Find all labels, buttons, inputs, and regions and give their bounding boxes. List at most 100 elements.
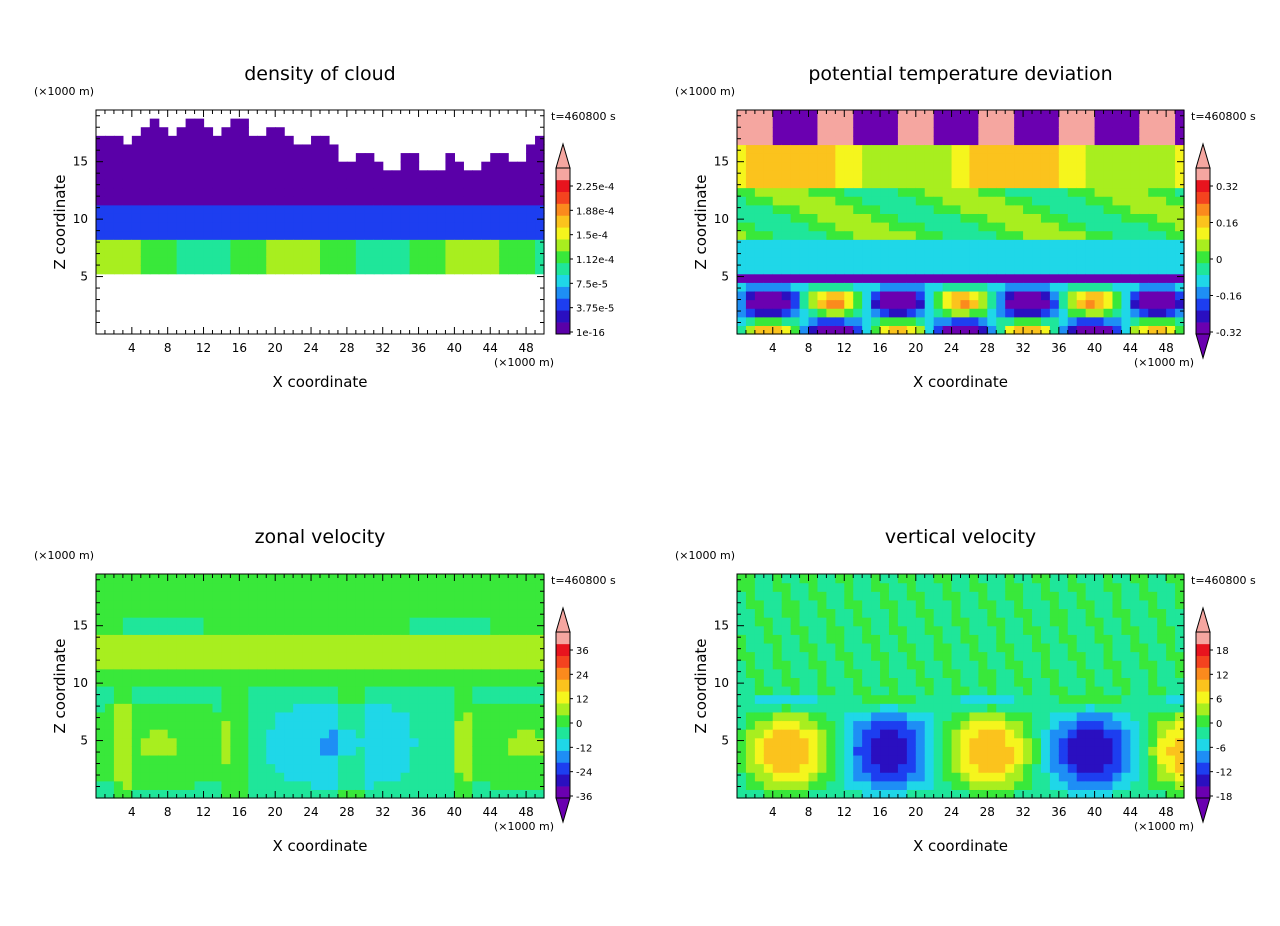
field-cell: [1148, 325, 1158, 335]
field-cell: [888, 265, 899, 275]
field-cell: [275, 754, 285, 765]
field-cell: [862, 780, 872, 790]
field-cell: [221, 222, 231, 232]
field-cell: [104, 686, 115, 696]
field-cell: [871, 651, 881, 661]
field-cell: [835, 591, 845, 601]
field-cell: [960, 711, 971, 722]
x-tick-label: 24: [944, 341, 959, 355]
field-cell: [454, 247, 464, 258]
field-cell: [853, 325, 863, 335]
field-cell: [1157, 118, 1167, 128]
field-cell: [1175, 282, 1185, 292]
field-cell: [436, 196, 447, 206]
field-cell: [203, 763, 214, 773]
field-cell: [871, 608, 881, 618]
field-cell: [418, 642, 429, 653]
field-cell: [203, 617, 214, 627]
field-cell: [1121, 153, 1131, 163]
field-cell: [122, 711, 133, 722]
field-cell: [1049, 703, 1060, 713]
field-cell: [906, 668, 917, 678]
field-cell: [862, 720, 872, 730]
field-cell: [230, 651, 240, 661]
field-cell: [239, 746, 249, 756]
field-cell: [427, 763, 438, 773]
field-cell: [1032, 720, 1042, 730]
field-cell: [373, 737, 384, 747]
field-cell: [772, 789, 783, 799]
field-cell: [257, 668, 267, 678]
field-cell: [790, 316, 801, 326]
field-cell: [203, 737, 214, 747]
field-cell: [996, 617, 1006, 627]
field-cell: [221, 144, 231, 154]
field-cell: [1085, 273, 1096, 283]
field-cell: [463, 780, 473, 790]
field-cell: [772, 196, 783, 206]
field-cell: [1094, 135, 1105, 146]
field-cell: [418, 196, 429, 206]
field-cell: [284, 247, 294, 258]
field-cell: [328, 737, 339, 747]
field-cell: [230, 187, 240, 197]
field-cell: [454, 772, 464, 782]
field-cell: [1023, 299, 1033, 309]
field-cell: [906, 754, 917, 765]
field-cell: [1067, 299, 1078, 309]
field-cell: [897, 144, 908, 154]
field-cell: [248, 599, 258, 610]
field-cell: [933, 230, 944, 240]
field-cell: [933, 256, 944, 266]
field-cell: [508, 178, 518, 189]
field-cell: [754, 222, 765, 232]
field-cell: [924, 196, 935, 206]
field-cell: [978, 599, 988, 610]
field-cell: [844, 230, 854, 240]
field-cell: [862, 582, 872, 592]
field-cell: [382, 170, 393, 180]
field-cell: [185, 694, 196, 704]
field-cell: [472, 780, 482, 790]
field-cell: [969, 204, 979, 214]
field-cell: [996, 694, 1006, 704]
field-cell: [853, 178, 863, 189]
field-cell: [176, 703, 187, 713]
field-cell: [526, 582, 536, 592]
field-cell: [951, 256, 962, 266]
field-cell: [772, 737, 783, 747]
field-cell: [436, 574, 447, 584]
field-cell: [158, 144, 169, 154]
field-cell: [230, 763, 240, 773]
field-cell: [808, 608, 819, 618]
field-cell: [1112, 265, 1123, 275]
field-cell: [445, 239, 455, 249]
field-cell: [1112, 316, 1123, 326]
field-cell: [230, 118, 240, 128]
field-cell: [960, 204, 971, 214]
field-cell: [1058, 703, 1069, 713]
field-cell: [140, 746, 151, 756]
field-cell: [978, 127, 988, 137]
field-cell: [248, 789, 258, 799]
field-cell: [1076, 282, 1087, 292]
field-cell: [880, 230, 890, 240]
field-cell: [844, 711, 854, 722]
field-cell: [275, 187, 285, 197]
field-cell: [862, 625, 872, 635]
field-cell: [194, 772, 205, 782]
field-cell: [1049, 651, 1060, 661]
field-cell: [1023, 196, 1033, 206]
field-cell: [1121, 230, 1131, 240]
field-cell: [328, 617, 339, 627]
field-cell: [499, 746, 509, 756]
field-cell: [915, 308, 926, 318]
field-cell: [1085, 161, 1096, 171]
field-cell: [871, 187, 881, 197]
field-cell: [924, 239, 935, 249]
field-cell: [1040, 153, 1051, 163]
field-cell: [149, 780, 160, 790]
field-cell: [113, 703, 124, 713]
field-cell: [337, 574, 348, 584]
field-cell: [1005, 213, 1015, 223]
